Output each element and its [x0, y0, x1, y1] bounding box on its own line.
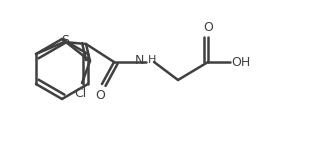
- Text: O: O: [203, 21, 213, 34]
- Text: S: S: [61, 34, 69, 47]
- Text: N: N: [135, 53, 144, 67]
- Text: Cl: Cl: [74, 87, 86, 100]
- Text: H: H: [148, 55, 156, 65]
- Text: O: O: [95, 89, 105, 102]
- Text: OH: OH: [231, 55, 250, 69]
